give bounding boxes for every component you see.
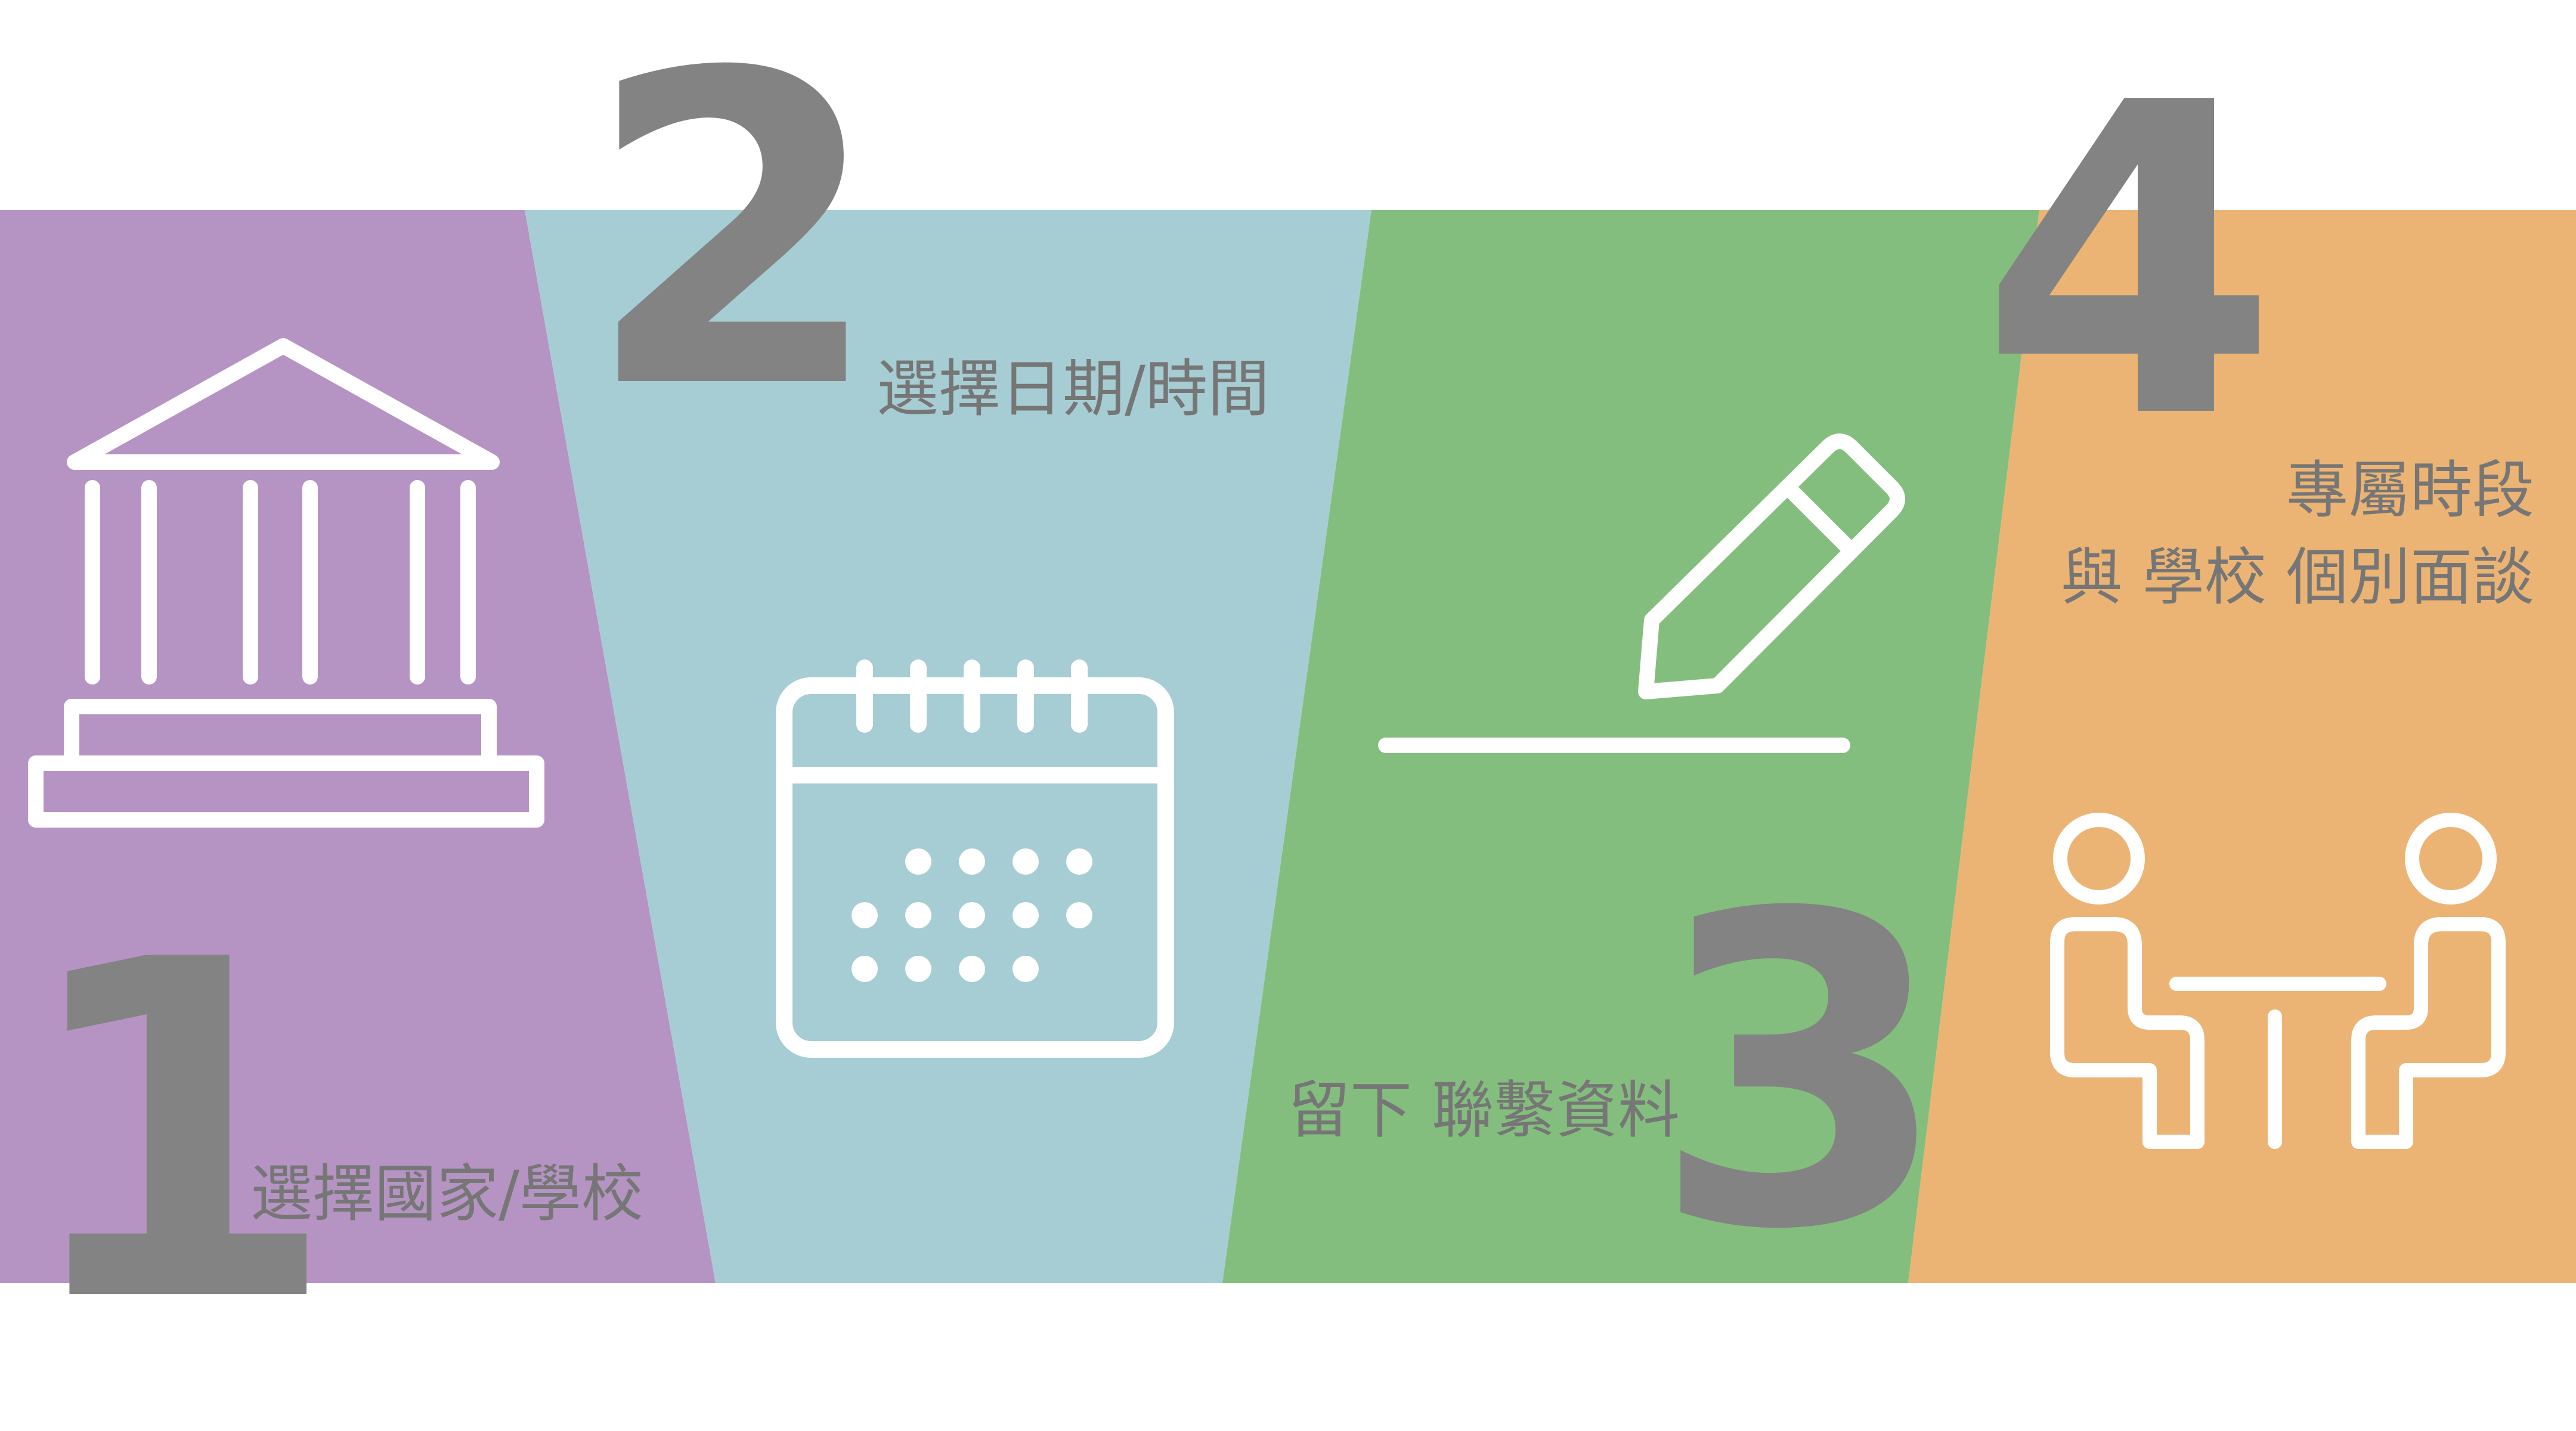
step4-label-line1: 專屬時段 <box>2286 454 2534 526</box>
pencil-icon <box>1371 429 1920 763</box>
step2-label: 選擇日期/時間 <box>877 352 1270 425</box>
step2-number: 2 <box>584 0 883 482</box>
step4-label: 專屬時段 與 學校 個別面談 <box>2061 447 2534 621</box>
step4-label-line2: 與 學校 個別面談 <box>2060 540 2534 614</box>
step1-band <box>0 210 716 1283</box>
step4-band <box>1908 210 2576 1283</box>
meeting-icon <box>2039 811 2516 1157</box>
calendar-icon <box>766 656 1184 1073</box>
step1-number: 1 <box>15 862 339 1404</box>
step1-label: 選擇國家/學校 <box>250 1157 644 1230</box>
step3-number: 3 <box>1652 823 1950 1323</box>
step3-label: 留下 聯繫資料 <box>1288 1074 1680 1147</box>
school-building-icon <box>24 334 549 859</box>
step4-number: 4 <box>1980 13 2278 512</box>
